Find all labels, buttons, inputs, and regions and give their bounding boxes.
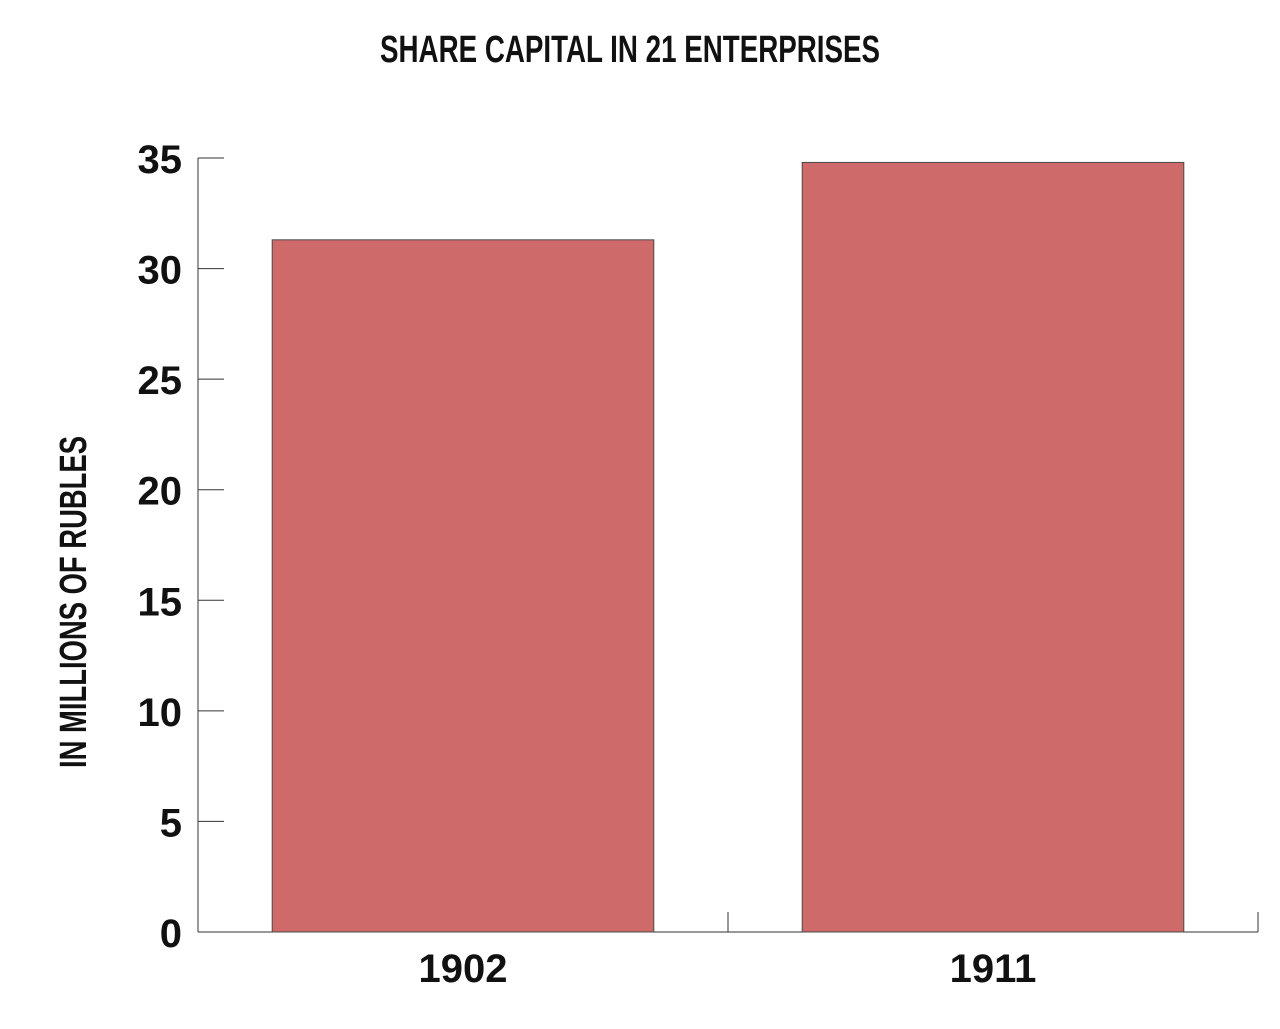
y-tick-label: 0 — [160, 912, 182, 956]
tick-labels: 0 5 10 15 20 25 30 35 1902 1911 — [138, 138, 1037, 991]
y-tick-label: 5 — [160, 801, 182, 845]
y-tick-label: 20 — [138, 470, 183, 514]
y-tick-label: 15 — [138, 580, 183, 624]
x-tick-label: 1902 — [419, 947, 508, 991]
y-tick-label: 25 — [138, 359, 183, 403]
bar-1902 — [271, 239, 655, 933]
bars — [271, 161, 1185, 933]
y-tick-label: 10 — [138, 691, 183, 735]
y-tick-label: 30 — [138, 249, 183, 293]
bar-1911 — [801, 161, 1185, 933]
y-axis-label: IN MILLIONS OF RUBLES — [53, 436, 95, 768]
y-tick-label: 35 — [138, 138, 183, 182]
x-tick-label: 1911 — [950, 947, 1037, 991]
chart-title: SHARE CAPITAL IN 21 ENTERPRISES — [380, 29, 880, 71]
